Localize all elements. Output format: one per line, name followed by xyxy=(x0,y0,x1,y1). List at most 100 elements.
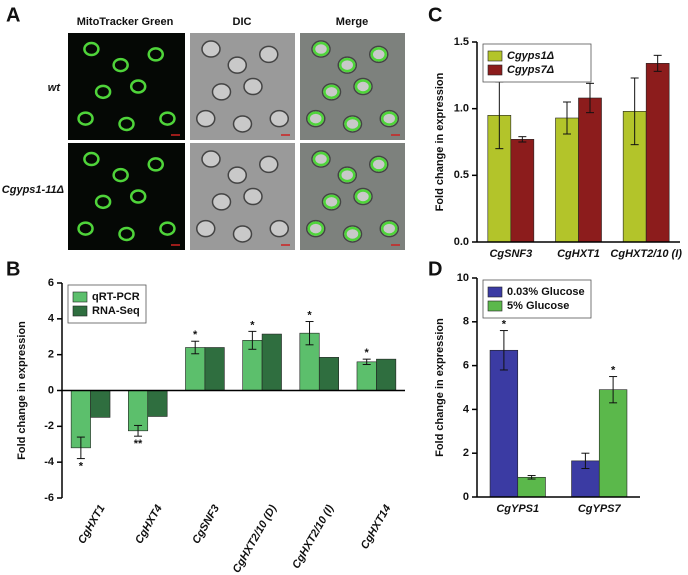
x-tick-label: CgHXT2/10 (D) xyxy=(231,503,280,575)
cell xyxy=(269,109,289,128)
mitochondria xyxy=(323,194,340,210)
significance: * xyxy=(365,347,370,359)
legend-swatch xyxy=(487,286,503,298)
x-tick-label: CgHXT14 xyxy=(359,503,394,551)
mitochondria xyxy=(94,194,112,210)
mitochondria xyxy=(339,167,356,183)
legend-swatch xyxy=(487,300,503,312)
x-tick-label: CgYPS7 xyxy=(578,503,622,515)
mitochondria xyxy=(381,111,398,126)
x-tick-label: CgHXT4 xyxy=(133,503,165,546)
x-tick-label: CgHXT2/10 (I) xyxy=(290,503,336,571)
y-tick-label: 0 xyxy=(48,384,54,396)
mitochondria xyxy=(312,151,330,167)
mitochondria xyxy=(307,221,324,236)
mitochondria xyxy=(147,157,164,172)
y-tick-label: -4 xyxy=(44,456,55,468)
legend-box xyxy=(482,279,592,319)
y-axis-label: Fold change in expression xyxy=(434,318,446,457)
y-tick-label: -6 xyxy=(44,492,54,504)
y-tick-label: 8 xyxy=(463,316,469,328)
cell xyxy=(201,150,221,168)
bar xyxy=(510,139,535,243)
y-tick-label: 0.5 xyxy=(454,169,469,181)
y-axis-label: Fold change in expression xyxy=(16,321,28,460)
mitochondria xyxy=(344,116,361,132)
mitochondria xyxy=(370,47,387,62)
error-bar xyxy=(191,340,200,355)
y-tick-label: 4 xyxy=(48,313,55,325)
row-label: Cgyps1-11Δ xyxy=(2,184,64,196)
legend-label: qRT-PCR xyxy=(92,291,140,303)
error-bar xyxy=(305,321,314,346)
error-bar xyxy=(362,358,371,366)
y-tick-label: -2 xyxy=(44,420,54,432)
mitochondria xyxy=(147,47,164,62)
panel-letter: B xyxy=(6,258,20,280)
cell xyxy=(196,219,216,238)
cell xyxy=(259,45,279,64)
mitochondria xyxy=(77,221,94,236)
mitochondria xyxy=(118,116,135,132)
legend-label: RNA-Seq xyxy=(92,305,140,317)
error-bar xyxy=(562,101,571,135)
cell xyxy=(243,77,263,96)
bar xyxy=(90,390,111,418)
column-header: Merge xyxy=(336,16,368,28)
x-tick-label: CgSNF3 xyxy=(190,503,222,546)
mitochondria xyxy=(129,79,147,94)
significance: * xyxy=(250,319,255,331)
cell xyxy=(227,166,247,184)
y-tick-label: 0.0 xyxy=(454,236,469,248)
mitochondria xyxy=(370,157,387,172)
y-tick-label: 6 xyxy=(48,277,54,289)
legend-box xyxy=(67,284,147,324)
mitochondria xyxy=(323,84,340,100)
error-bar xyxy=(134,424,143,437)
significance: * xyxy=(502,318,507,330)
column-header: MitoTracker Green xyxy=(77,16,174,28)
mitochondria xyxy=(339,57,356,73)
y-tick-label: 1.0 xyxy=(454,103,469,115)
bar xyxy=(517,476,546,498)
bar xyxy=(356,361,377,391)
bar xyxy=(645,63,670,243)
mitochondria xyxy=(354,189,372,204)
significance: * xyxy=(79,460,84,472)
mitochondria xyxy=(129,189,147,204)
significance: * xyxy=(193,329,198,341)
y-axis-label: Fold change in expression xyxy=(434,72,446,211)
mitochondria xyxy=(94,84,112,100)
y-tick-label: 6 xyxy=(463,360,469,372)
mitochondria xyxy=(159,221,176,236)
x-tick-label: CgSNF3 xyxy=(489,248,532,260)
cell xyxy=(259,155,279,174)
error-bar xyxy=(76,436,85,460)
y-tick-label: 10 xyxy=(457,272,469,284)
error-bar xyxy=(248,330,257,350)
error-bar xyxy=(586,82,595,114)
cell xyxy=(227,56,247,74)
legend-box xyxy=(482,43,592,83)
mitochondria xyxy=(307,111,324,126)
bar xyxy=(204,347,225,391)
error-bar xyxy=(581,452,590,470)
cell xyxy=(211,83,232,101)
row-label: wt xyxy=(48,82,62,94)
mitochondria xyxy=(112,57,129,73)
mitochondria xyxy=(83,151,100,167)
legend-label: Cgyps1Δ xyxy=(507,50,554,62)
significance: * xyxy=(307,309,312,321)
y-tick-label: 0 xyxy=(463,491,469,503)
bar xyxy=(555,117,579,243)
legend-label: 0.03% Glucose xyxy=(507,286,585,298)
mitochondria xyxy=(159,111,176,126)
bar xyxy=(261,333,282,391)
x-tick-label: CgYPS1 xyxy=(496,503,539,515)
error-bar xyxy=(609,376,618,404)
x-tick-label: CgHXT1 xyxy=(557,248,600,260)
cell xyxy=(211,193,232,211)
bar xyxy=(318,357,339,391)
